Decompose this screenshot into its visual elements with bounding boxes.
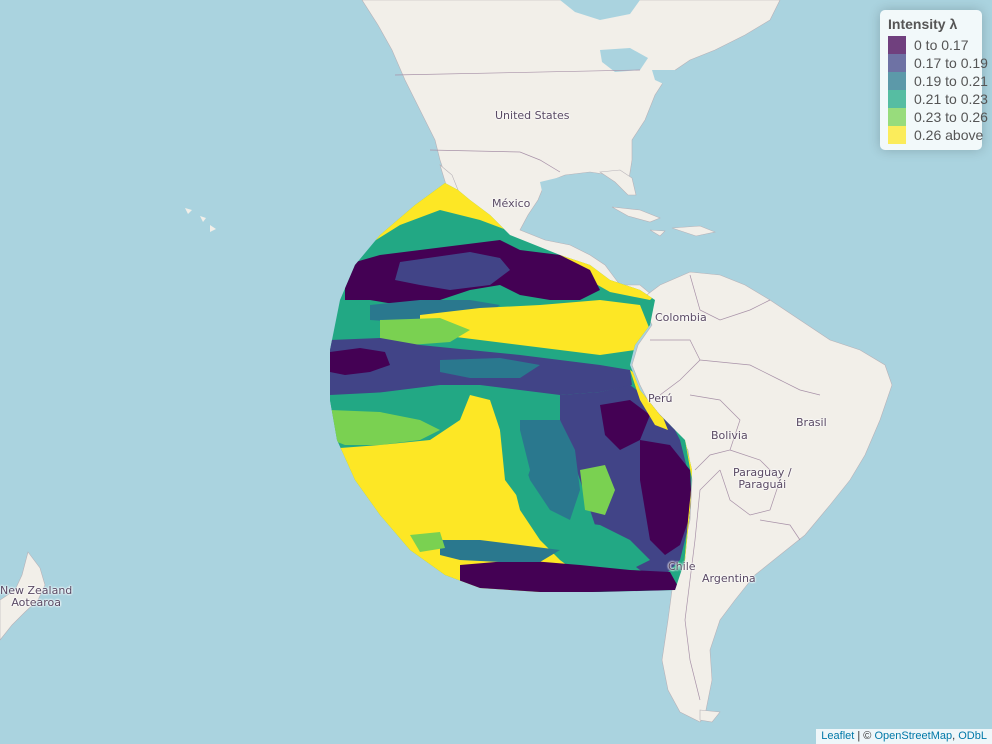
legend-item-label: 0.17 to 0.19 [914, 55, 988, 71]
legend-item: 0 to 0.17 [888, 36, 974, 54]
legend-title: Intensity λ [888, 16, 958, 32]
label-paraguay: Paraguay / Paraguái [733, 467, 792, 491]
legend-item-label: 0.19 to 0.21 [914, 73, 988, 89]
legend-swatch [888, 36, 906, 54]
label-mexico: México [492, 197, 531, 210]
openstreetmap-link[interactable]: OpenStreetMap [874, 730, 953, 742]
legend-item: 0.23 to 0.26 [888, 108, 988, 126]
attribution-separator: | © [854, 730, 875, 742]
legend-swatch [888, 90, 906, 108]
legend-swatch [888, 126, 906, 144]
label-new-zealand: New Zealand Aotearoa [0, 585, 72, 609]
legend-item-label: 0.26 above [914, 127, 984, 143]
label-argentina: Argentina [702, 572, 756, 585]
label-new-zealand-line1: New Zealand [0, 584, 73, 597]
new-zealand-landmass [0, 551, 46, 641]
label-united-states: United States [495, 109, 570, 122]
label-paraguay-line1: Paraguay / [733, 466, 792, 479]
legend-swatch [888, 108, 906, 126]
legend-swatch [888, 54, 906, 72]
label-bolivia: Bolivia [711, 429, 748, 442]
legend-item-label: 0.21 to 0.23 [914, 91, 988, 107]
intensity-legend: Intensity λ 0 to 0.17 0.17 to 0.19 0.19 to… [880, 10, 988, 150]
label-peru: Perú [648, 392, 673, 405]
legend-item-label: 0.23 to 0.26 [914, 109, 988, 125]
legend-item: 0.17 to 0.19 [888, 54, 988, 72]
odbl-link[interactable]: ODbL [958, 730, 987, 742]
label-brasil: Brasil [796, 416, 827, 429]
legend-item: 0.26 above [888, 126, 983, 144]
label-colombia: Colombia [655, 311, 707, 324]
label-paraguay-line2: Paraguái [738, 478, 787, 491]
legend-item: 0.21 to 0.23 [888, 90, 988, 108]
label-new-zealand-line2: Aotearoa [11, 596, 61, 609]
label-chile: Chile [668, 560, 696, 573]
attribution: Leaflet | © OpenStreetMap, ODbL [816, 729, 992, 744]
legend-item: 0.19 to 0.21 [888, 72, 988, 90]
legend-item-label: 0 to 0.17 [914, 37, 969, 53]
country-borders [394, 69, 821, 701]
attribution-separator-2: , [952, 730, 959, 742]
leaflet-link[interactable]: Leaflet [821, 730, 855, 742]
legend-swatch [888, 72, 906, 90]
